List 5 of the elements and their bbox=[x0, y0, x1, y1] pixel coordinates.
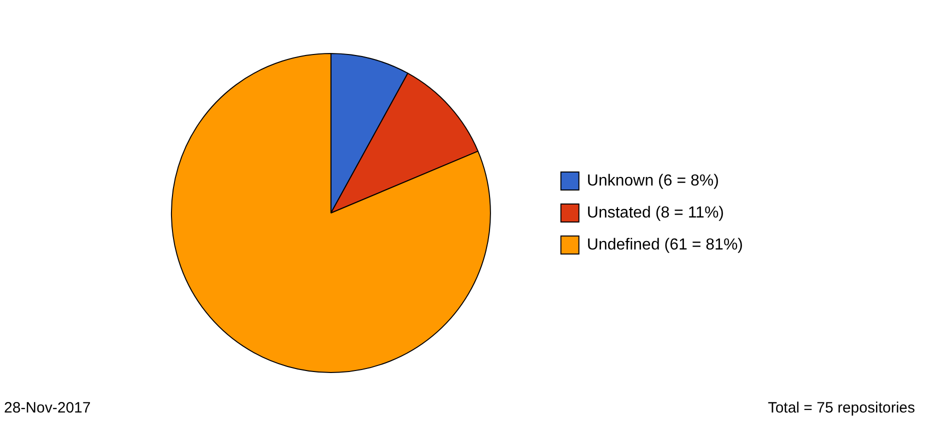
text: Total = 75 repositories bbox=[768, 400, 915, 417]
text: 28-Nov-2017 bbox=[4, 400, 91, 417]
legend-label: Undefined (61 = 81%) bbox=[586, 236, 744, 254]
legend-label: Unstated (8 = 11%) bbox=[586, 204, 724, 222]
legend-label: Unknown (6 = 8%) bbox=[586, 172, 719, 190]
